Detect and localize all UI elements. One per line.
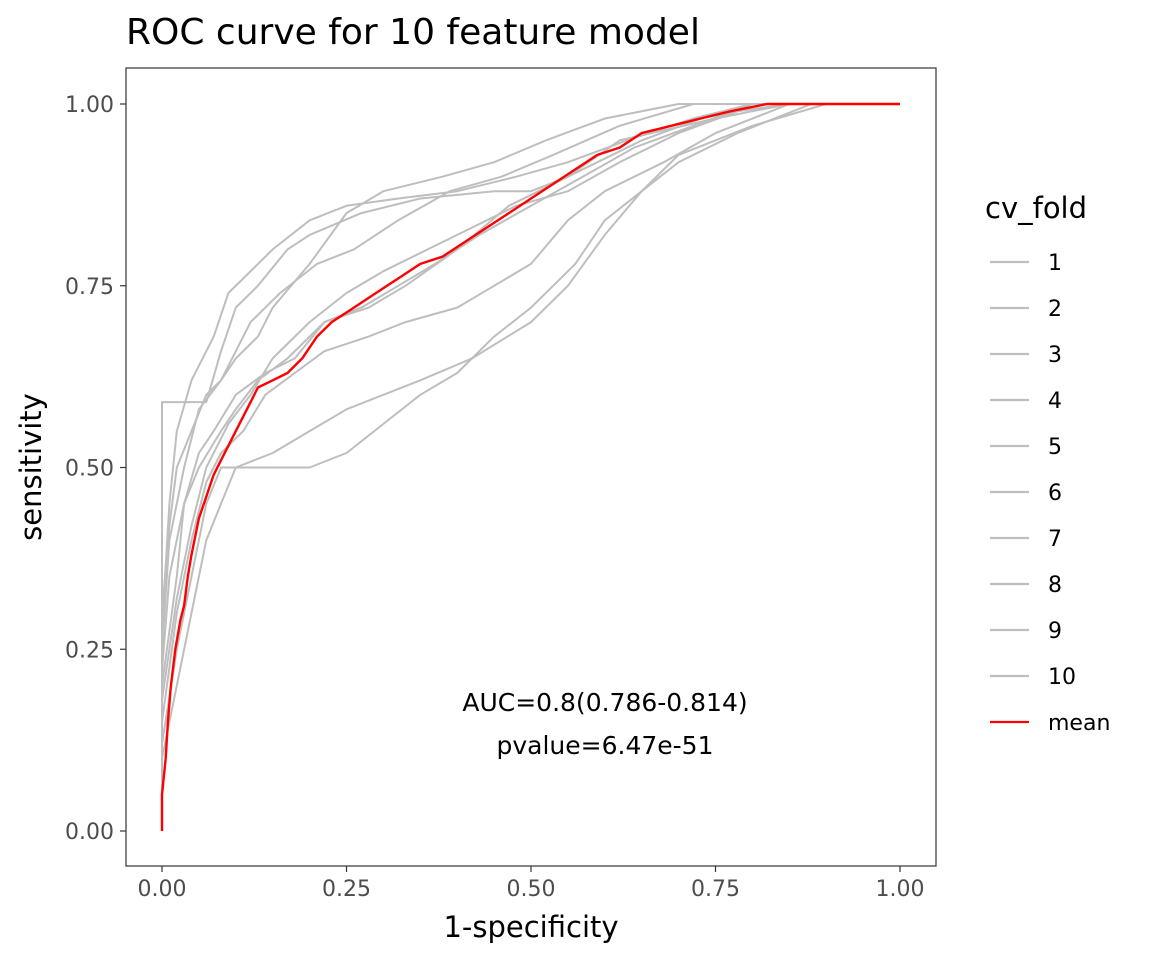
legend-label-8: 8 xyxy=(1048,573,1062,598)
series-line-mean xyxy=(160,102,900,831)
x-tick-label: 0.50 xyxy=(507,877,556,902)
series-line-9 xyxy=(161,103,900,831)
x-tick-label: 0.75 xyxy=(691,877,740,902)
legend-label-3: 3 xyxy=(1048,343,1062,368)
y-axis: 0.00 0.25 0.50 0.75 1.00 xyxy=(65,93,126,845)
legend-label-9: 9 xyxy=(1048,619,1062,644)
series-line-3 xyxy=(161,103,900,831)
series-line-1 xyxy=(161,103,900,831)
auc-annotation: AUC=0.8(0.786-0.814) xyxy=(462,688,747,717)
series-line-5 xyxy=(161,103,900,831)
y-tick-label: 0.50 xyxy=(65,457,114,482)
y-tick-label: 0.75 xyxy=(65,275,114,300)
legend-label-4: 4 xyxy=(1048,389,1062,414)
series-line-8 xyxy=(161,103,900,831)
x-tick-label: 0.25 xyxy=(322,877,371,902)
legend-label-10: 10 xyxy=(1048,665,1076,690)
legend-label-2: 2 xyxy=(1048,297,1062,322)
legend-label-1: 1 xyxy=(1048,251,1062,276)
x-axis-title: 1-specificity xyxy=(443,910,618,944)
y-tick-label: 1.00 xyxy=(65,93,114,118)
x-axis: 0.00 0.25 0.50 0.75 1.00 xyxy=(138,866,925,902)
y-tick-label: 0.00 xyxy=(65,820,114,845)
pvalue-annotation: pvalue=6.47e-51 xyxy=(497,731,714,760)
series-line-4 xyxy=(161,103,900,831)
series-line-6 xyxy=(161,103,900,831)
legend: cv_fold 1 2 3 4 5 6 7 8 9 10 mean xyxy=(985,191,1110,736)
y-axis-title: sensitivity xyxy=(14,393,48,541)
series-layer xyxy=(160,102,900,831)
legend-label-mean: mean xyxy=(1048,711,1110,736)
x-tick-label: 1.00 xyxy=(876,877,925,902)
series-line-10 xyxy=(161,103,900,831)
legend-label-7: 7 xyxy=(1048,527,1062,552)
legend-title: cv_fold xyxy=(985,191,1087,225)
x-tick-label: 0.00 xyxy=(138,877,187,902)
legend-label-5: 5 xyxy=(1048,435,1062,460)
chart-title: ROC curve for 10 feature model xyxy=(126,12,700,53)
y-tick-label: 0.25 xyxy=(65,638,114,663)
legend-label-6: 6 xyxy=(1048,481,1062,506)
